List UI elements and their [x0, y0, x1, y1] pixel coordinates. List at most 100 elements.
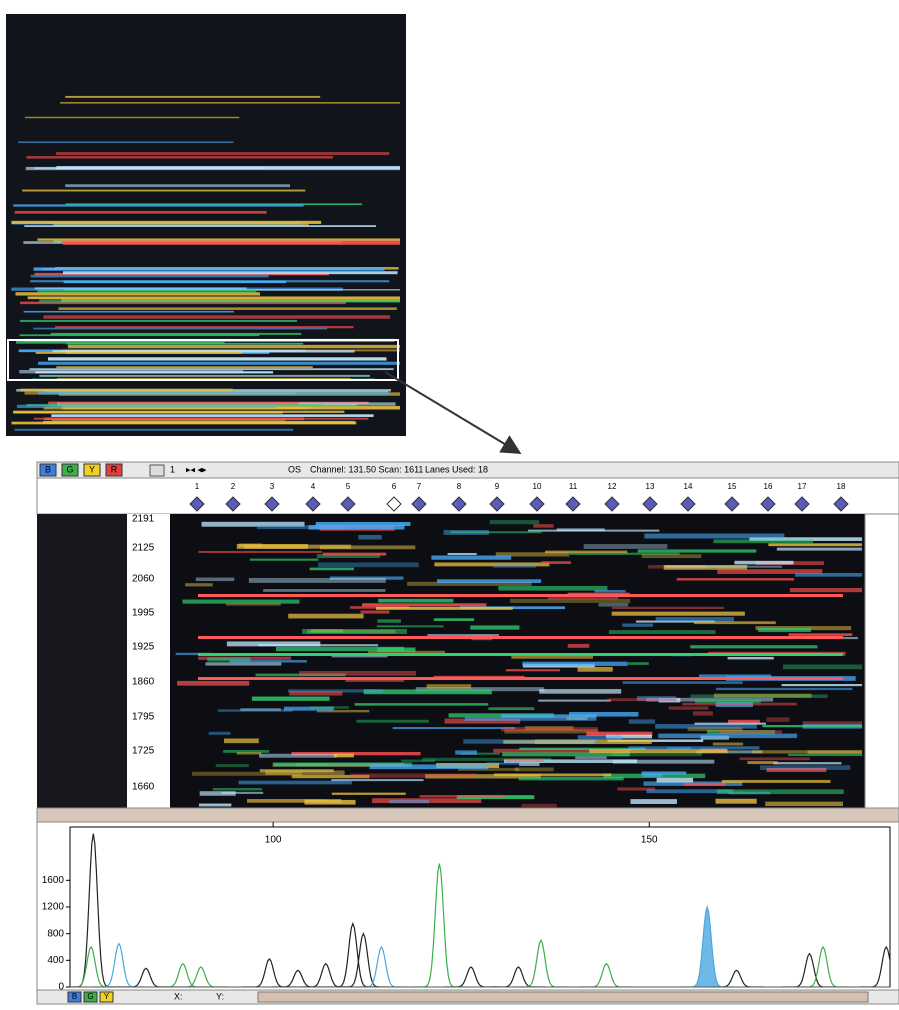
- scan-axis: [127, 514, 170, 808]
- band: [29, 368, 393, 370]
- band: [44, 417, 304, 420]
- band: [26, 167, 400, 170]
- band: [198, 636, 843, 639]
- band: [377, 647, 415, 651]
- lane-number: 12: [608, 482, 617, 491]
- band: [506, 669, 560, 671]
- channel-info: Channel: 131.50 Scan: 1611: [310, 464, 423, 474]
- y-tick-label: 400: [47, 955, 64, 966]
- lane-number: 14: [684, 482, 693, 491]
- x-tick-label: 150: [641, 835, 658, 846]
- channel-button-label[interactable]: R: [111, 464, 118, 474]
- right-margin: [865, 514, 899, 808]
- band: [55, 326, 353, 328]
- band: [557, 528, 605, 531]
- scan-label: 2060: [132, 574, 155, 585]
- status-button-label[interactable]: B: [72, 992, 77, 1001]
- lane-number: 17: [798, 482, 807, 491]
- band: [289, 691, 342, 696]
- band: [657, 778, 693, 783]
- band: [357, 720, 429, 723]
- band: [20, 389, 232, 392]
- band: [677, 578, 794, 580]
- lane-number: 4: [311, 482, 316, 491]
- lane-number: 8: [457, 482, 462, 491]
- lane-number: 16: [764, 482, 773, 491]
- band: [362, 603, 486, 606]
- band: [43, 315, 390, 318]
- band: [213, 788, 262, 790]
- scan-label: 1925: [132, 642, 155, 653]
- lane-number: 9: [495, 482, 500, 491]
- band: [401, 760, 435, 763]
- band: [609, 630, 716, 634]
- lane-number: 5: [346, 482, 351, 491]
- lane-number: 15: [728, 482, 737, 491]
- x-tick-label: 100: [265, 835, 282, 846]
- band: [782, 684, 862, 686]
- band: [758, 628, 811, 632]
- scan-label: 1860: [132, 677, 155, 688]
- scan-label: 2191: [132, 514, 155, 525]
- band: [515, 767, 554, 771]
- lane-number: 2: [231, 482, 236, 491]
- band: [302, 629, 407, 634]
- band: [789, 633, 853, 636]
- band: [43, 421, 355, 424]
- band: [198, 677, 843, 680]
- band: [783, 664, 862, 669]
- band: [205, 662, 281, 665]
- channel-button-label[interactable]: G: [66, 464, 73, 474]
- band: [355, 703, 489, 705]
- band: [490, 520, 540, 524]
- band: [63, 271, 398, 274]
- band: [24, 311, 234, 313]
- x-readout: X:: [174, 991, 183, 1001]
- band: [494, 773, 611, 776]
- horizontal-scrollbar[interactable]: [37, 808, 899, 822]
- os-button[interactable]: OS: [288, 464, 301, 474]
- band: [299, 671, 416, 676]
- band: [288, 614, 363, 619]
- lane-number: 13: [646, 482, 655, 491]
- lane-number: 6: [392, 482, 397, 491]
- band: [196, 578, 234, 582]
- nav-arrows[interactable]: ▸◂ ◂▸: [186, 464, 207, 474]
- band: [684, 783, 725, 786]
- band: [33, 267, 384, 270]
- band: [768, 543, 862, 546]
- band: [378, 599, 453, 603]
- lane-tool[interactable]: 1: [170, 464, 175, 474]
- band: [358, 535, 381, 540]
- band: [420, 795, 506, 797]
- band: [263, 589, 385, 592]
- lane-number: 10: [533, 482, 542, 491]
- y-tick-label: 1600: [42, 875, 65, 886]
- band: [20, 320, 297, 322]
- band: [437, 579, 541, 583]
- band: [493, 564, 535, 568]
- lane-grid-button[interactable]: [150, 465, 164, 476]
- trace-scrollbar[interactable]: [258, 992, 868, 1002]
- band: [431, 555, 511, 559]
- band: [463, 739, 597, 743]
- band: [192, 772, 302, 776]
- status-button-label[interactable]: G: [87, 992, 93, 1001]
- band: [185, 583, 213, 586]
- band: [644, 534, 784, 539]
- status-button-label[interactable]: Y: [104, 992, 110, 1001]
- band: [622, 624, 653, 627]
- channel-button-label[interactable]: B: [45, 464, 51, 474]
- band: [36, 352, 242, 354]
- figure: B G Y R 1 ▸◂ ◂▸ OS Channel: 131.50 Scan: 16…: [0, 0, 899, 1010]
- scan-label: 1725: [132, 746, 155, 757]
- lanes-used: Lanes Used: 18: [425, 464, 488, 474]
- band: [311, 706, 349, 708]
- band: [690, 694, 827, 697]
- channel-button-label[interactable]: Y: [89, 464, 95, 474]
- band: [199, 804, 231, 807]
- lane-number: 3: [270, 482, 275, 491]
- band: [393, 727, 516, 729]
- band: [766, 717, 789, 722]
- band: [522, 662, 627, 666]
